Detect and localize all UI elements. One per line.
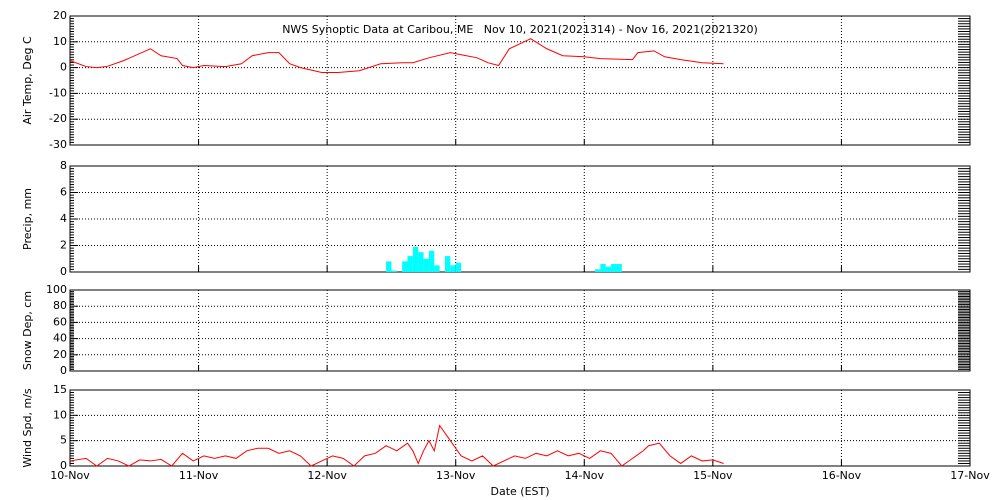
bar	[450, 265, 456, 272]
y-tick-label: 20	[53, 348, 67, 361]
plot-frame	[69, 289, 971, 372]
y-axis-label: Wind Spd, m/s	[21, 388, 34, 468]
x-tick-label: 10-Nov	[50, 469, 90, 482]
y-tick-label: 10	[53, 35, 67, 48]
x-tick-label: 13-Nov	[436, 469, 476, 482]
bar	[605, 266, 612, 272]
x-tick-label: 15-Nov	[693, 469, 733, 482]
x-tick-label: 11-Nov	[179, 469, 219, 482]
bar	[600, 264, 606, 272]
y-tick-label: 15	[53, 383, 67, 396]
y-axis-label: Snow Dep, cm	[21, 291, 34, 370]
y-tick-label: 0	[60, 265, 67, 278]
y-tick-label: 40	[53, 332, 67, 345]
y-tick-label: 10	[53, 408, 67, 421]
y-tick-label: -20	[49, 112, 67, 125]
bar	[455, 262, 462, 272]
y-tick-label: 20	[53, 9, 67, 22]
x-tick-label: 17-Nov	[950, 469, 990, 482]
plot-frame	[69, 389, 971, 467]
bar	[423, 258, 429, 272]
bar	[595, 269, 601, 272]
y-axis-label: Air Temp, Deg C	[21, 36, 34, 125]
bar	[445, 256, 451, 272]
y-tick-label: 80	[53, 299, 67, 312]
y-tick-label: 6	[60, 186, 67, 199]
y-tick-label: 8	[60, 159, 67, 172]
y-tick-label: 0	[60, 61, 67, 74]
bar	[412, 246, 419, 272]
x-axis-label: Date (EST)	[490, 485, 549, 498]
bar	[407, 256, 413, 272]
x-tick-label: 12-Nov	[307, 469, 347, 482]
chart-title: NWS Synoptic Data at Caribou, ME Nov 10,…	[282, 23, 758, 36]
y-tick-label: -10	[49, 86, 67, 99]
y-tick-label: 5	[60, 434, 67, 447]
y-tick-label: 2	[60, 239, 67, 252]
y-tick-label: 60	[53, 315, 67, 328]
bar	[418, 252, 424, 272]
y-axis-label: Precip, mm	[21, 188, 34, 250]
y-tick-label: 4	[60, 212, 67, 225]
y-tick-label: 0	[60, 364, 67, 377]
x-tick-label: 16-Nov	[822, 469, 862, 482]
bar	[434, 265, 440, 272]
bar	[616, 264, 622, 272]
bar	[428, 250, 435, 272]
data-line	[69, 38, 724, 74]
data-line	[69, 424, 724, 467]
y-tick-label: 0	[60, 459, 67, 472]
plot-frame	[69, 165, 971, 273]
bar	[386, 261, 392, 272]
plot-frame	[69, 15, 971, 146]
y-tick-label: 100	[46, 283, 67, 296]
bar	[611, 264, 617, 272]
bar	[391, 270, 397, 272]
x-tick-label: 14-Nov	[565, 469, 605, 482]
y-tick-label: -30	[49, 138, 67, 151]
bar	[402, 261, 408, 272]
